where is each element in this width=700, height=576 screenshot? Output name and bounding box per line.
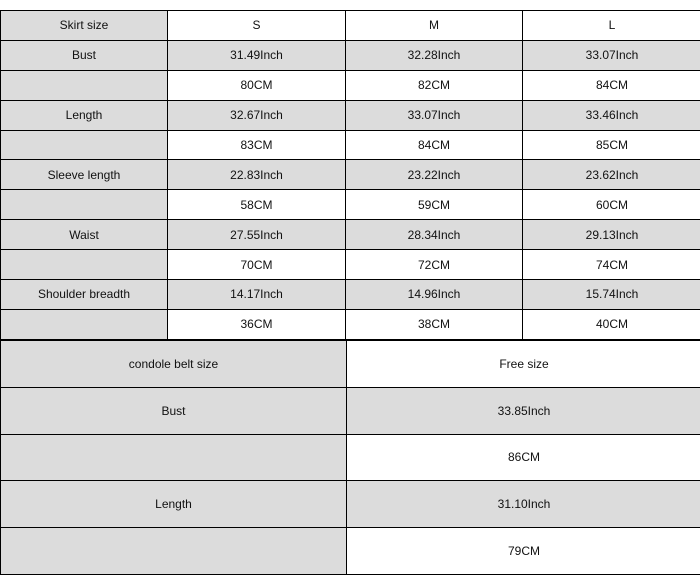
table-cell (0, 189, 168, 221)
header-cell: L (522, 10, 700, 41)
table-cell: 82CM (345, 69, 523, 101)
table-cell: Shoulder breadth (0, 279, 168, 310)
table-cell: 33.46Inch (522, 99, 700, 131)
inch-row: Bust 33.85Inch (0, 386, 700, 435)
header-cell: S (167, 10, 346, 41)
table-cell: 31.49Inch (167, 39, 346, 71)
table-cell: 22.83Inch (167, 159, 346, 191)
table-cell: 84CM (522, 69, 700, 101)
table-cell (0, 433, 347, 482)
header-row: condole belt size Free size (0, 339, 700, 388)
cm-row: 58CM 59CM 60CM (0, 189, 700, 221)
table-cell: 74CM (522, 249, 700, 281)
table-cell: 86CM (346, 433, 700, 482)
table-cell: 28.34Inch (345, 219, 523, 251)
cm-row: 86CM (0, 433, 700, 482)
table-cell: 84CM (345, 129, 523, 161)
table-cell: 33.85Inch (346, 386, 700, 435)
table-cell: 23.22Inch (345, 159, 523, 191)
table-cell: 40CM (522, 308, 700, 340)
table-cell (0, 249, 168, 281)
cm-row: 70CM 72CM 74CM (0, 249, 700, 281)
table-cell: 23.62Inch (522, 159, 700, 191)
table-cell: 70CM (167, 249, 346, 281)
table-cell: 59CM (345, 189, 523, 221)
table-cell: 79CM (346, 527, 700, 575)
table-cell: Waist (0, 219, 168, 251)
table-cell: 33.07Inch (345, 99, 523, 131)
table-cell: Sleeve length (0, 159, 168, 191)
cm-row: 80CM 82CM 84CM (0, 69, 700, 101)
header-cell: condole belt size (0, 339, 347, 388)
table-cell: 27.55Inch (167, 219, 346, 251)
skirt-size-table: Skirt size S M L Bust 31.49Inch 32.28Inch 3… (0, 10, 700, 340)
table-cell: 36CM (167, 308, 346, 340)
table-cell (0, 308, 168, 340)
header-cell: Skirt size (0, 10, 168, 41)
table-cell: 38CM (345, 308, 523, 340)
table-cell: 14.17Inch (167, 279, 346, 310)
table-cell: 15.74Inch (522, 279, 700, 310)
table-cell: 83CM (167, 129, 346, 161)
table-cell (0, 69, 168, 101)
table-cell: Length (0, 99, 168, 131)
belt-size-table: condole belt size Free size Bust 33.85Inc… (0, 339, 700, 575)
table-cell: 31.10Inch (346, 480, 700, 529)
table-cell: 80CM (167, 69, 346, 101)
table-cell: 85CM (522, 129, 700, 161)
table-cell: 14.96Inch (345, 279, 523, 310)
table-cell: 32.67Inch (167, 99, 346, 131)
cm-row: 36CM 38CM 40CM (0, 308, 700, 340)
inch-row: Length 31.10Inch (0, 480, 700, 529)
table-cell (0, 129, 168, 161)
table-cell: 58CM (167, 189, 346, 221)
table-cell: 29.13Inch (522, 219, 700, 251)
header-cell: M (345, 10, 523, 41)
table-cell: Bust (0, 39, 168, 71)
header-cell: Free size (346, 339, 700, 388)
table-cell: Length (0, 480, 347, 529)
table-cell: 72CM (345, 249, 523, 281)
table-cell: 33.07Inch (522, 39, 700, 71)
inch-row: Bust 31.49Inch 32.28Inch 33.07Inch (0, 39, 700, 71)
table-cell: Bust (0, 386, 347, 435)
table-cell: 32.28Inch (345, 39, 523, 71)
cm-row: 79CM (0, 527, 700, 575)
table-cell (0, 527, 347, 575)
inch-row: Length 32.67Inch 33.07Inch 33.46Inch (0, 99, 700, 131)
inch-row: Shoulder breadth 14.17Inch 14.96Inch 15.74I… (0, 279, 700, 310)
inch-row: Sleeve length 22.83Inch 23.22Inch 23.62Inch (0, 159, 700, 191)
inch-row: Waist 27.55Inch 28.34Inch 29.13Inch (0, 219, 700, 251)
table-cell: 60CM (522, 189, 700, 221)
header-row: Skirt size S M L (0, 10, 700, 41)
cm-row: 83CM 84CM 85CM (0, 129, 700, 161)
